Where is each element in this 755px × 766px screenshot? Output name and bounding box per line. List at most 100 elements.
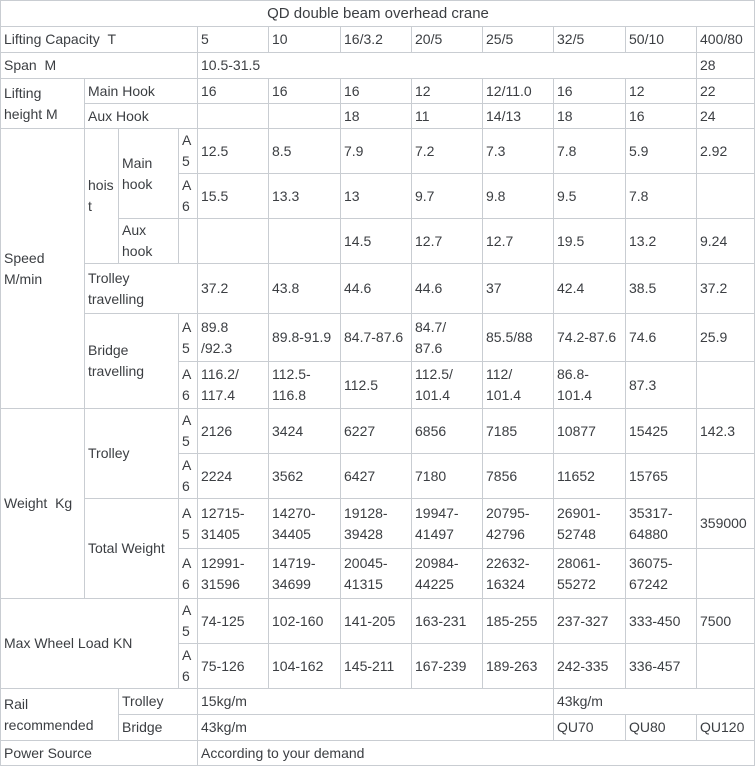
grade-a5-label: A5: [178, 408, 198, 454]
wheel-a6-value: 189-263: [482, 643, 554, 689]
speed-main-a5-value: 7.3: [482, 128, 554, 174]
row-speed-bridge-a5: Bridge travelling A5 89.8 /92.3 89.8-91.…: [1, 313, 755, 409]
speed-aux-value: 13.2: [625, 218, 697, 264]
speed-bridge-a5-value: 89.8-91.9: [268, 313, 341, 362]
speed-main-a5-value: 2.92: [696, 128, 755, 174]
rail-bridge-qu-value: QU70: [553, 714, 626, 741]
height-main-value: 16: [197, 78, 269, 104]
weight-trolley-a5-value: 3424: [268, 408, 341, 454]
row-height-main-hook: Lifting height M Main Hook 16 16 16 12 1…: [0, 78, 755, 129]
height-aux-value: 14/13: [482, 103, 554, 129]
speed-trolley-value: 43.8: [268, 263, 341, 314]
speed-trolley-value: 37.2: [197, 263, 269, 314]
weight-total-a5-value: 359000: [696, 498, 755, 549]
wheel-a5-value: 163-231: [411, 598, 483, 644]
weight-trolley-label: Trolley: [84, 408, 179, 499]
capacity-value: 16/3.2: [340, 26, 412, 53]
wheel-a6-value: 145-211: [340, 643, 412, 689]
wheel-a6-value: [696, 643, 755, 689]
capacity-value: 400/80: [696, 26, 755, 53]
weight-total-a5-value: 20795- 42796: [482, 498, 554, 549]
row-height-aux-hook: Aux Hook 18 11 14/13 18 16 24: [1, 103, 755, 129]
height-main-value: 12: [625, 78, 697, 104]
speed-bridge-a6-value: 87.3: [625, 361, 697, 409]
height-aux-value: [197, 103, 269, 129]
max-wheel-load-label: Max Wheel Load KN: [0, 598, 179, 689]
capacity-value: 5: [197, 26, 269, 53]
speed-main-a6-value: 13.3: [268, 173, 341, 219]
main-hook-label: Main Hook: [84, 78, 198, 104]
speed-bridge-a6-value: 112.5- 116.8: [268, 361, 341, 409]
weight-total-a6-value: 22632- 16324: [482, 548, 554, 599]
weight-trolley-a6-value: 6427: [340, 453, 412, 499]
weight-total-a6-value: 12991- 31596: [197, 548, 269, 599]
speed-main-a5-value: 5.9: [625, 128, 697, 174]
capacity-value: 50/10: [625, 26, 697, 53]
speed-bridge-a6-value: [696, 361, 755, 409]
row-weight-trolley-a5: Weight Kg Trolley A5 2126 3424 6227 6856…: [0, 408, 755, 599]
cell-empty: [178, 218, 198, 264]
speed-main-a6-value: 7.8: [625, 173, 697, 219]
height-main-value: 16: [553, 78, 626, 104]
wheel-a5-value: 141-205: [340, 598, 412, 644]
capacity-value: 20/5: [411, 26, 483, 53]
row-speed-trolley: Trolley travelling 37.2 43.8 44.6 44.6 3…: [1, 263, 755, 314]
speed-trolley-value: 44.6: [340, 263, 412, 314]
grade-a5-label: A5: [178, 598, 198, 644]
height-aux-value: 18: [553, 103, 626, 129]
speed-aux-value: 12.7: [411, 218, 483, 264]
grade-a6-label: A6: [178, 173, 198, 219]
grade-a6-label: A6: [178, 453, 198, 499]
wheel-a6-value: 75-126: [197, 643, 269, 689]
lifting-capacity-label: Lifting Capacity T: [0, 26, 198, 53]
height-aux-value: 24: [696, 103, 755, 129]
height-main-value: 12/11.0: [482, 78, 554, 104]
speed-bridge-a6-value: 116.2/ 117.4: [197, 361, 269, 409]
weight-trolley-a6-value: 15765: [625, 453, 697, 499]
weight-trolley-a5-value: 2126: [197, 408, 269, 454]
height-main-value: 22: [696, 78, 755, 104]
weight-trolley-a6-value: 7856: [482, 453, 554, 499]
bridge-travelling-label: Bridge travelling: [84, 313, 179, 409]
speed-main-a5-value: 12.5: [197, 128, 269, 174]
rail-bridge-label: Bridge: [118, 714, 198, 741]
speed-bridge-a5-value: 85.5/88: [482, 313, 554, 362]
table-title: QD double beam overhead crane: [0, 0, 755, 27]
speed-aux-value: 14.5: [340, 218, 412, 264]
weight-total-a5-value: 26901- 52748: [553, 498, 626, 549]
row-power-source: Power Source According to your demand: [0, 740, 755, 766]
rail-trolley-label: Trolley: [118, 688, 198, 715]
weight-total-a6-value: [696, 548, 755, 599]
height-aux-value: 18: [340, 103, 412, 129]
weight-total-a5-value: 19128- 39428: [340, 498, 412, 549]
speed-trolley-value: 38.5: [625, 263, 697, 314]
height-aux-value: 11: [411, 103, 483, 129]
rail-trolley-right-value: 43kg/m: [553, 688, 755, 715]
speed-aux-value: 9.24: [696, 218, 755, 264]
row-speed-bridge-a6: A6 116.2/ 117.4 112.5- 116.8 112.5 112.5…: [1, 361, 755, 409]
rail-bridge-qu-value: QU120: [696, 714, 755, 741]
row-lifting-capacity: Lifting Capacity T 5 10 16/3.2 20/5 25/5…: [0, 26, 755, 53]
weight-trolley-a6-value: [696, 453, 755, 499]
lifting-height-label: Lifting height M: [0, 78, 85, 129]
weight-total-a5-value: 12715- 31405: [197, 498, 269, 549]
weight-total-a6-value: 14719- 34699: [268, 548, 341, 599]
power-source-label: Power Source: [0, 740, 198, 766]
speed-main-a5-value: 7.8: [553, 128, 626, 174]
wheel-a5-value: 185-255: [482, 598, 554, 644]
row-weight-total-a5: Total Weight A5 12715- 31405 14270- 3440…: [1, 498, 755, 599]
speed-aux-hook-label: Aux hook: [118, 218, 179, 264]
capacity-value: 10: [268, 26, 341, 53]
weight-trolley-a6-value: 2224: [197, 453, 269, 499]
row-span: Span M 10.5-31.5 28: [0, 52, 755, 79]
aux-hook-label: Aux Hook: [84, 103, 198, 129]
weight-label: Weight Kg: [0, 408, 85, 599]
span-value-last: 28: [696, 52, 755, 79]
speed-main-a6-value: 9.5: [553, 173, 626, 219]
weight-trolley-a5-value: 6856: [411, 408, 483, 454]
speed-main-a6-value: 13: [340, 173, 412, 219]
rail-recommended-label: Rail recommended: [0, 688, 119, 741]
grade-a5-label: A5: [178, 128, 198, 174]
speed-bridge-a5-value: 74.2-87.6: [553, 313, 626, 362]
speed-main-a6-value: 15.5: [197, 173, 269, 219]
